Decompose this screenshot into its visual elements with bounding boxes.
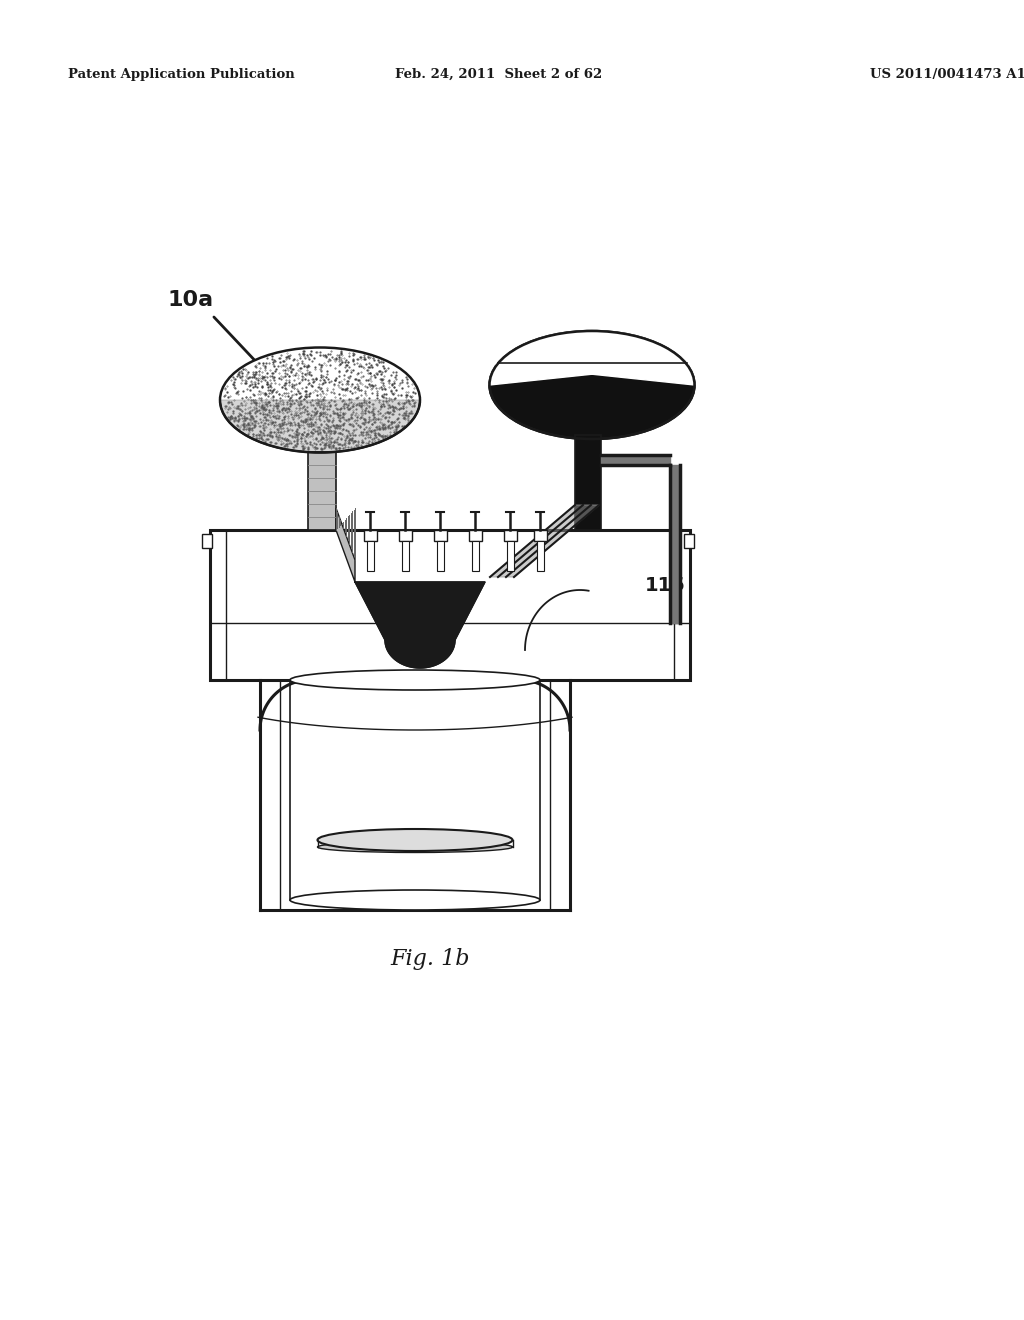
Bar [210, 531, 690, 680]
Ellipse shape [290, 890, 540, 909]
Bar [684, 535, 694, 548]
Polygon shape [601, 455, 670, 465]
Ellipse shape [317, 842, 512, 853]
Ellipse shape [290, 671, 540, 690]
Polygon shape [355, 582, 485, 640]
Polygon shape [220, 400, 420, 453]
Bar [537, 541, 544, 572]
Bar [504, 531, 517, 541]
Bar [202, 535, 212, 548]
Bar [472, 541, 479, 572]
Bar [367, 541, 374, 572]
Bar [575, 436, 601, 531]
Polygon shape [336, 508, 355, 582]
Text: 115: 115 [645, 576, 686, 595]
Text: Feb. 24, 2011  Sheet 2 of 62: Feb. 24, 2011 Sheet 2 of 62 [395, 69, 602, 81]
Polygon shape [489, 331, 694, 385]
Polygon shape [490, 506, 599, 577]
Bar [434, 531, 447, 541]
Bar [399, 531, 412, 541]
Bar [402, 541, 409, 572]
Bar [469, 531, 482, 541]
Text: Patent Application Publication: Patent Application Publication [68, 69, 295, 81]
Polygon shape [385, 640, 455, 668]
Ellipse shape [220, 347, 420, 453]
Polygon shape [670, 465, 680, 623]
Bar [437, 541, 444, 572]
Text: US 2011/0041473 A1: US 2011/0041473 A1 [870, 69, 1024, 81]
Bar [534, 531, 547, 541]
Ellipse shape [489, 331, 694, 440]
Bar [364, 531, 377, 541]
Ellipse shape [317, 829, 512, 851]
Bar [308, 451, 336, 531]
Text: 10a: 10a [168, 290, 214, 310]
Text: Fig. 1b: Fig. 1b [390, 948, 470, 970]
Bar [507, 541, 514, 572]
